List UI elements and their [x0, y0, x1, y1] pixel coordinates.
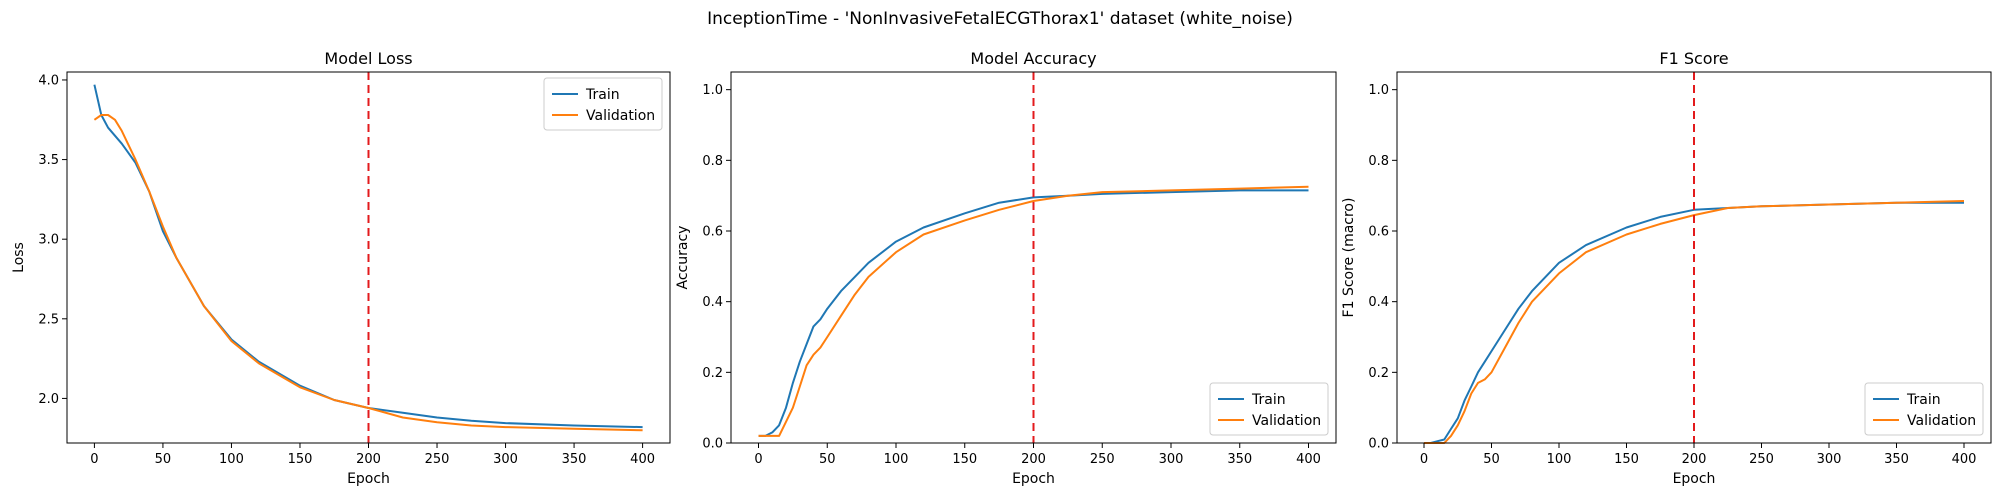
panel-title: Model Loss: [324, 49, 412, 68]
x-tick-label: 150: [1614, 452, 1639, 467]
legend-label-validation: Validation: [1252, 413, 1321, 429]
y-tick-label: 0.0: [702, 437, 723, 452]
x-tick-label: 100: [219, 452, 244, 467]
x-tick-label: 200: [356, 452, 381, 467]
x-tick-label: 0: [90, 452, 98, 467]
x-tick-label: 150: [288, 452, 313, 467]
y-axis-label: F1 Score (macro): [1341, 198, 1357, 318]
y-axis-label: Loss: [11, 242, 27, 273]
y-tick-label: 3.5: [38, 153, 59, 168]
legend-box: [1864, 382, 1984, 436]
y-tick-label: 0.8: [1368, 154, 1389, 169]
panel-title: Model Accuracy: [970, 49, 1096, 68]
x-tick-label: 300: [493, 452, 518, 467]
x-tick-label: 350: [1227, 452, 1252, 467]
legend: Train Validation: [1864, 382, 1984, 436]
legend-label-train: Train: [585, 87, 620, 103]
chart-panel-3: F1 Score 0 50 100 150 200 250 300 350 400 0.0 0.2 0.…: [1341, 49, 1992, 487]
x-tick-label: 200: [1021, 452, 1046, 467]
y-tick-label: 4.0: [38, 73, 59, 88]
x-tick-label: 300: [1817, 452, 1842, 467]
figure-suptitle: InceptionTime - 'NonInvasiveFetalECGThor…: [707, 9, 1293, 29]
y-tick-label: 0.2: [702, 366, 723, 381]
legend-label-validation: Validation: [586, 108, 655, 124]
series-line-train: [93, 84, 643, 429]
legend: Train Validation: [1209, 382, 1329, 436]
y-tick-label: 0.0: [1368, 437, 1389, 452]
x-tick-label: 350: [562, 452, 587, 467]
x-tick-label: 400: [1296, 452, 1321, 467]
series-line-validation: [93, 114, 643, 432]
y-tick-label: 1.0: [702, 83, 723, 98]
legend-label-validation: Validation: [1907, 413, 1976, 429]
x-tick-label: 250: [1090, 452, 1115, 467]
x-tick-label: 400: [630, 452, 655, 467]
series-line-validation: [758, 185, 1309, 437]
x-tick-label: 400: [1952, 452, 1977, 467]
x-tick-label: 250: [425, 452, 450, 467]
x-tick-label: 300: [1159, 452, 1184, 467]
legend-label-train: Train: [1251, 392, 1286, 408]
x-tick-label: 100: [1547, 452, 1572, 467]
legend: Train Validation: [543, 77, 663, 131]
x-tick-label: 200: [1682, 452, 1707, 467]
y-axis-label: Accuracy: [675, 226, 691, 290]
panel-title: F1 Score: [1659, 49, 1728, 68]
x-tick-label: 150: [952, 452, 977, 467]
x-axis-label: Epoch: [347, 471, 390, 487]
x-tick-label: 250: [1749, 452, 1774, 467]
y-tick-label: 0.8: [702, 154, 723, 169]
x-tick-label: 0: [1420, 452, 1428, 467]
x-tick-label: 0: [754, 452, 762, 467]
legend-label-train: Train: [1906, 392, 1941, 408]
y-tick-label: 0.4: [702, 295, 723, 310]
x-axis-label: Epoch: [1012, 471, 1055, 487]
chart-panel-1: Model Loss 0 50 100 150 200 250 300 350 400 2.0 2.5…: [11, 49, 671, 487]
x-tick-label: 50: [1483, 452, 1500, 467]
y-tick-label: 0.6: [1368, 225, 1389, 240]
y-tick-label: 2.5: [38, 312, 59, 327]
y-tick-label: 1.0: [1368, 83, 1389, 98]
y-tick-label: 0.4: [1368, 295, 1389, 310]
y-tick-label: 2.0: [38, 392, 59, 407]
x-axis-label: Epoch: [1673, 471, 1716, 487]
y-tick-label: 0.2: [1368, 366, 1389, 381]
x-tick-label: 50: [819, 452, 836, 467]
legend-box: [1209, 382, 1329, 436]
series-line-validation: [1424, 200, 1965, 444]
x-tick-label: 50: [155, 452, 172, 467]
y-tick-label: 3.0: [38, 233, 59, 248]
y-tick-label: 0.6: [702, 225, 723, 240]
legend-box: [543, 77, 663, 131]
x-tick-label: 350: [1884, 452, 1909, 467]
chart-panel-2: Model Accuracy 0 50 100 150 200 250 300 350 400 0.…: [675, 49, 1337, 487]
x-tick-label: 100: [884, 452, 909, 467]
